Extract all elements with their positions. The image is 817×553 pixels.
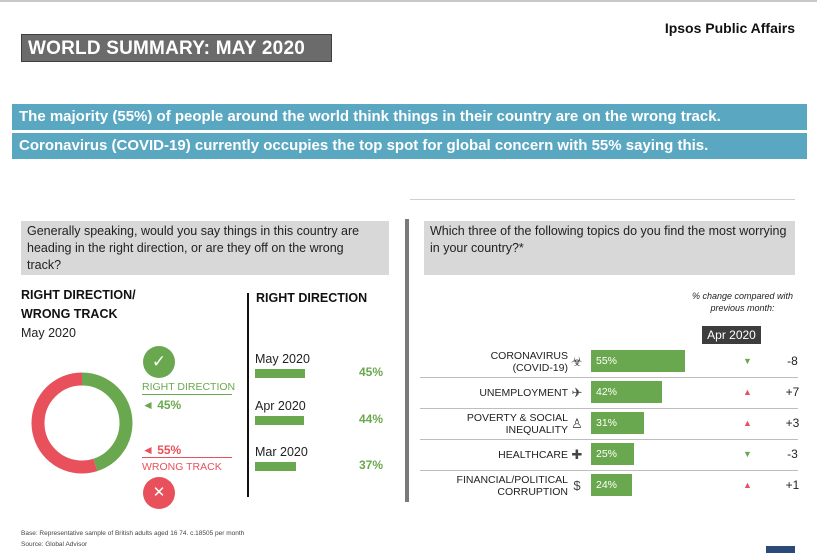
arrow-up-icon: ▲ xyxy=(743,387,752,397)
trend-month-label: Mar 2020 xyxy=(255,445,308,459)
direction-heading: RIGHT DIRECTION/ WRONG TRACK xyxy=(21,286,136,324)
topic-label: UNEMPLOYMENT xyxy=(479,386,568,399)
topic-row: UNEMPLOYMENT ✈ 42% ▲ +7 xyxy=(420,377,808,409)
trend-value-label: 45% xyxy=(358,365,383,379)
trend-axis-line xyxy=(247,293,249,497)
direction-heading-line2: WRONG TRACK xyxy=(21,307,118,321)
money-bag-icon: $ xyxy=(573,478,581,493)
topics-question: Which three of the following topics do y… xyxy=(424,221,795,275)
topic-bar: 31% xyxy=(591,412,644,434)
topic-row: POVERTY & SOCIAL INEQUALITY ♙ 31% ▲ +3 xyxy=(420,408,808,440)
arrow-down-icon: ▼ xyxy=(743,356,752,366)
row-separator xyxy=(420,377,798,378)
direction-question: Generally speaking, would you say things… xyxy=(21,221,389,275)
topic-bar: 42% xyxy=(591,381,663,403)
trend-row: May 2020 45% xyxy=(255,352,395,392)
direction-period: May 2020 xyxy=(21,326,76,340)
summary-banner-wrong-track: The majority (55%) of people around the … xyxy=(12,104,807,130)
brand-name: Ipsos Public Affairs xyxy=(664,20,795,36)
topic-row: FINANCIAL/POLITICAL CORRUPTION $24% ▲ +1 xyxy=(420,470,808,501)
section-divider xyxy=(410,199,795,200)
trend-row: Mar 2020 37% xyxy=(255,445,395,485)
trend-bar xyxy=(255,369,306,378)
trend-month-label: Apr 2020 xyxy=(255,399,306,413)
wrong-track-leader-line xyxy=(142,457,232,458)
row-separator xyxy=(420,470,798,471)
row-separator xyxy=(420,439,798,440)
cross-icon: ✕ xyxy=(143,477,175,509)
right-direction-value: ◄ 45% xyxy=(142,398,182,412)
change-note: % change compared with previous month: xyxy=(691,291,794,313)
trend-value-label: 37% xyxy=(358,458,383,472)
corner-logo xyxy=(766,546,795,553)
topic-label: POVERTY & SOCIAL INEQUALITY xyxy=(466,411,568,436)
trend-bar xyxy=(255,416,305,425)
trend-row: Apr 2020 44% xyxy=(255,399,395,439)
arrow-up-icon: ▲ xyxy=(743,418,752,428)
wrong-track-label: WRONG TRACK xyxy=(142,461,222,473)
wrong-track-value: ◄ 55% xyxy=(142,443,182,457)
panel-divider xyxy=(405,219,409,502)
direction-heading-line1: RIGHT DIRECTION/ xyxy=(21,288,136,302)
direction-donut-chart xyxy=(31,372,133,474)
row-separator xyxy=(420,408,798,409)
topic-bar: 24% xyxy=(591,474,632,496)
topic-change-value: +7 xyxy=(785,385,800,399)
topic-row: HEALTHCARE ✚ 25% ▼ -3 xyxy=(420,439,808,471)
arrow-down-icon: ▼ xyxy=(743,449,752,459)
trend-bar xyxy=(255,462,297,471)
trend-month-label: May 2020 xyxy=(255,352,310,366)
topic-change-value: -3 xyxy=(787,447,798,461)
medical-cap-icon: ✚ xyxy=(571,447,583,462)
summary-banner-covid: Coronavirus (COVID-19) currently occupie… xyxy=(12,133,807,159)
check-icon: ✓ xyxy=(143,346,175,378)
topic-change-value: +1 xyxy=(785,478,800,492)
briefcase-icon: ✈ xyxy=(571,385,583,400)
arrow-up-icon: ▲ xyxy=(743,480,752,490)
top-border-line xyxy=(0,0,817,2)
footnote-base: Base: Representative sample of British a… xyxy=(21,530,245,537)
topic-label: FINANCIAL/POLITICAL CORRUPTION xyxy=(456,473,568,498)
right-direction-leader-line xyxy=(142,394,232,395)
topic-change-value: +3 xyxy=(785,416,800,430)
trend-value-label: 44% xyxy=(358,412,383,426)
person-icon: ♙ xyxy=(571,416,583,431)
compare-month-badge: Apr 2020 xyxy=(702,326,761,344)
topic-label: HEALTHCARE xyxy=(498,448,568,461)
donut-slice-wrong-track xyxy=(31,372,133,474)
right-direction-label: RIGHT DIRECTION xyxy=(142,381,236,393)
topic-change-value: -8 xyxy=(787,354,798,368)
topic-row: CORONAVIRUS (COVID-19) ☣ 55% ▼ -8 xyxy=(420,346,808,378)
topic-bar: 25% xyxy=(591,443,634,465)
page-title: WORLD SUMMARY: MAY 2020 xyxy=(21,34,332,62)
topic-bar: 55% xyxy=(591,350,685,372)
biohazard-icon: ☣ xyxy=(571,354,583,369)
footnote-source: Source: Global Advisor xyxy=(21,541,88,548)
topic-label: CORONAVIRUS (COVID-19) xyxy=(490,349,568,374)
trend-heading: RIGHT DIRECTION xyxy=(256,291,368,305)
